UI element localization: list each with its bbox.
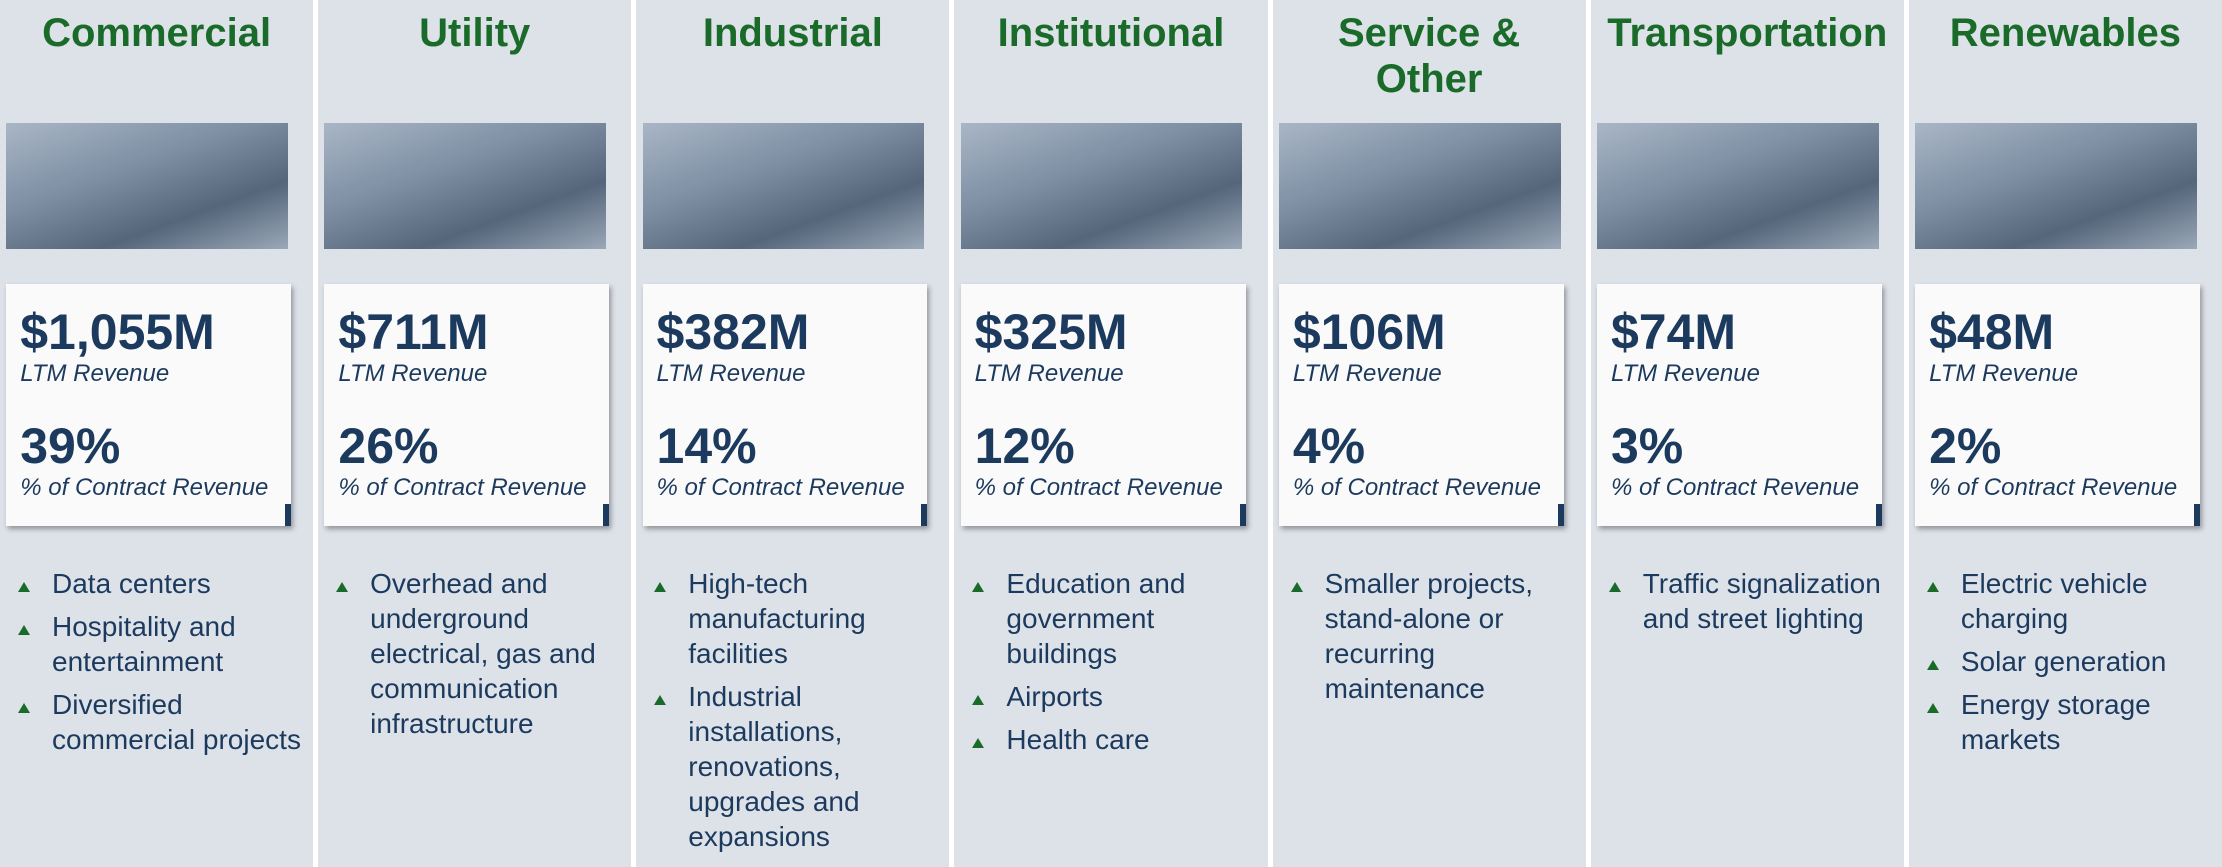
- spacer: [1611, 388, 1882, 418]
- revenue-value: $1,055M: [20, 304, 291, 360]
- revenue-value: $382M: [657, 304, 928, 360]
- revenue-label: LTM Revenue: [338, 360, 609, 388]
- share-value: 26%: [338, 418, 609, 474]
- revenue-label: LTM Revenue: [1293, 360, 1564, 388]
- spacer: [338, 388, 609, 418]
- bullet-item: Smaller projects, stand-alone or recurri…: [1287, 566, 1578, 706]
- segment-title: Transportation: [1591, 0, 1904, 118]
- bullet-item: Energy storage markets: [1923, 687, 2214, 757]
- share-value: 14%: [657, 418, 928, 474]
- bullet-item: Industrial installations, renovations, u…: [650, 679, 941, 854]
- bullet-item: Data centers: [14, 566, 305, 601]
- revenue-value: $48M: [1929, 304, 2200, 360]
- segment-photo: [324, 123, 606, 249]
- revenue-label: LTM Revenue: [20, 360, 291, 388]
- share-label: % of Contract Revenue: [20, 474, 291, 502]
- segment-photo: [1597, 123, 1879, 249]
- share-value: 12%: [975, 418, 1246, 474]
- segment-title: Industrial: [636, 0, 949, 118]
- bullet-item: Traffic signalization and street lightin…: [1605, 566, 1896, 636]
- bullet-item: High-tech manufacturing facilities: [650, 566, 941, 671]
- segment-title: Commercial: [0, 0, 313, 118]
- segment-title: Service & Other: [1273, 0, 1586, 118]
- bullet-list: Overhead and underground electrical, gas…: [332, 566, 623, 749]
- segment-title: Utility: [318, 0, 631, 118]
- bullet-item: Diversified commercial projects: [14, 687, 305, 757]
- bullet-item: Solar generation: [1923, 644, 2214, 679]
- segment-photo: [6, 123, 288, 249]
- page: Commercial$1,055MLTM Revenue39%% of Cont…: [0, 0, 2222, 867]
- bullet-item: Hospitality and entertainment: [14, 609, 305, 679]
- revenue-value: $74M: [1611, 304, 1882, 360]
- bullet-item: Education and government buildings: [968, 566, 1259, 671]
- spacer: [657, 388, 928, 418]
- share-value: 4%: [1293, 418, 1564, 474]
- bullet-item: Electric vehicle charging: [1923, 566, 2214, 636]
- share-label: % of Contract Revenue: [975, 474, 1246, 502]
- share-label: % of Contract Revenue: [657, 474, 928, 502]
- bullet-item: Airports: [968, 679, 1259, 714]
- spacer: [1293, 388, 1564, 418]
- share-label: % of Contract Revenue: [1293, 474, 1564, 502]
- revenue-label: LTM Revenue: [1929, 360, 2200, 388]
- spacer: [975, 388, 1246, 418]
- segment-row: Commercial$1,055MLTM Revenue39%% of Cont…: [0, 0, 2222, 867]
- share-value: 39%: [20, 418, 291, 474]
- bullet-item: Health care: [968, 722, 1259, 757]
- bullet-list: Electric vehicle charging Solar generatio…: [1923, 566, 2214, 765]
- bullet-list: Smaller projects, stand-alone or recurri…: [1287, 566, 1578, 714]
- bullet-list: Data centers Hospitality and entertainmen…: [14, 566, 305, 765]
- spacer: [20, 388, 291, 418]
- bullet-list: Traffic signalization and street lightin…: [1605, 566, 1896, 644]
- bullet-item: Overhead and underground electrical, gas…: [332, 566, 623, 741]
- revenue-value: $106M: [1293, 304, 1564, 360]
- revenue-value: $325M: [975, 304, 1246, 360]
- revenue-label: LTM Revenue: [657, 360, 928, 388]
- revenue-label: LTM Revenue: [975, 360, 1246, 388]
- segment-title: Institutional: [954, 0, 1267, 118]
- share-value: 2%: [1929, 418, 2200, 474]
- share-value: 3%: [1611, 418, 1882, 474]
- revenue-label: LTM Revenue: [1611, 360, 1882, 388]
- segment-photo: [961, 123, 1243, 249]
- segment-photo: [1915, 123, 2197, 249]
- segment-title: Renewables: [1909, 0, 2222, 118]
- bullet-list: Education and government buildings Airpor…: [968, 566, 1259, 765]
- share-label: % of Contract Revenue: [1929, 474, 2200, 502]
- share-label: % of Contract Revenue: [338, 474, 609, 502]
- spacer: [1929, 388, 2200, 418]
- revenue-value: $711M: [338, 304, 609, 360]
- segment-photo: [643, 123, 925, 249]
- share-label: % of Contract Revenue: [1611, 474, 1882, 502]
- segment-photo: [1279, 123, 1561, 249]
